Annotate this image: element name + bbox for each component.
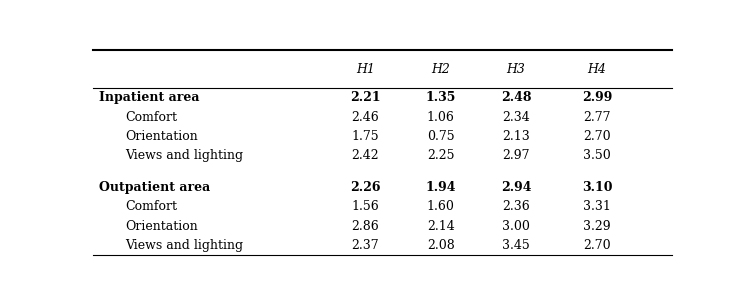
Text: 2.48: 2.48 bbox=[500, 91, 531, 104]
Text: Comfort: Comfort bbox=[125, 200, 177, 213]
Text: H4: H4 bbox=[588, 63, 607, 76]
Text: 2.42: 2.42 bbox=[352, 149, 379, 162]
Text: 2.94: 2.94 bbox=[500, 181, 531, 194]
Text: Comfort: Comfort bbox=[125, 111, 177, 124]
Text: 2.36: 2.36 bbox=[502, 200, 530, 213]
Text: 1.35: 1.35 bbox=[426, 91, 456, 104]
Text: Views and lighting: Views and lighting bbox=[125, 149, 244, 162]
Text: 3.31: 3.31 bbox=[583, 200, 611, 213]
Text: 2.97: 2.97 bbox=[502, 149, 530, 162]
Text: Inpatient area: Inpatient area bbox=[99, 91, 199, 104]
Text: Outpatient area: Outpatient area bbox=[99, 181, 211, 194]
Text: 2.08: 2.08 bbox=[427, 239, 455, 252]
Text: 2.77: 2.77 bbox=[583, 111, 611, 124]
Text: 3.45: 3.45 bbox=[502, 239, 530, 252]
Text: 1.60: 1.60 bbox=[427, 200, 455, 213]
Text: 1.75: 1.75 bbox=[352, 130, 379, 143]
Text: 2.14: 2.14 bbox=[427, 220, 455, 233]
Text: 1.56: 1.56 bbox=[352, 200, 379, 213]
Text: 2.25: 2.25 bbox=[427, 149, 454, 162]
Text: H3: H3 bbox=[506, 63, 525, 76]
Text: 2.37: 2.37 bbox=[352, 239, 379, 252]
Text: 2.46: 2.46 bbox=[352, 111, 379, 124]
Text: 2.26: 2.26 bbox=[350, 181, 381, 194]
Text: H1: H1 bbox=[356, 63, 375, 76]
Text: 3.00: 3.00 bbox=[502, 220, 530, 233]
Text: 3.10: 3.10 bbox=[582, 181, 613, 194]
Text: 2.34: 2.34 bbox=[502, 111, 530, 124]
Text: 0.75: 0.75 bbox=[427, 130, 454, 143]
Text: 2.70: 2.70 bbox=[583, 239, 611, 252]
Text: Orientation: Orientation bbox=[125, 130, 198, 143]
Text: H2: H2 bbox=[431, 63, 450, 76]
Text: 2.99: 2.99 bbox=[582, 91, 613, 104]
Text: 2.70: 2.70 bbox=[583, 130, 611, 143]
Text: 2.21: 2.21 bbox=[350, 91, 381, 104]
Text: 1.94: 1.94 bbox=[426, 181, 456, 194]
Text: 3.50: 3.50 bbox=[583, 149, 611, 162]
Text: 2.86: 2.86 bbox=[352, 220, 379, 233]
Text: 3.29: 3.29 bbox=[583, 220, 611, 233]
Text: Views and lighting: Views and lighting bbox=[125, 239, 244, 252]
Text: 2.13: 2.13 bbox=[502, 130, 530, 143]
Text: 1.06: 1.06 bbox=[427, 111, 455, 124]
Text: Orientation: Orientation bbox=[125, 220, 198, 233]
